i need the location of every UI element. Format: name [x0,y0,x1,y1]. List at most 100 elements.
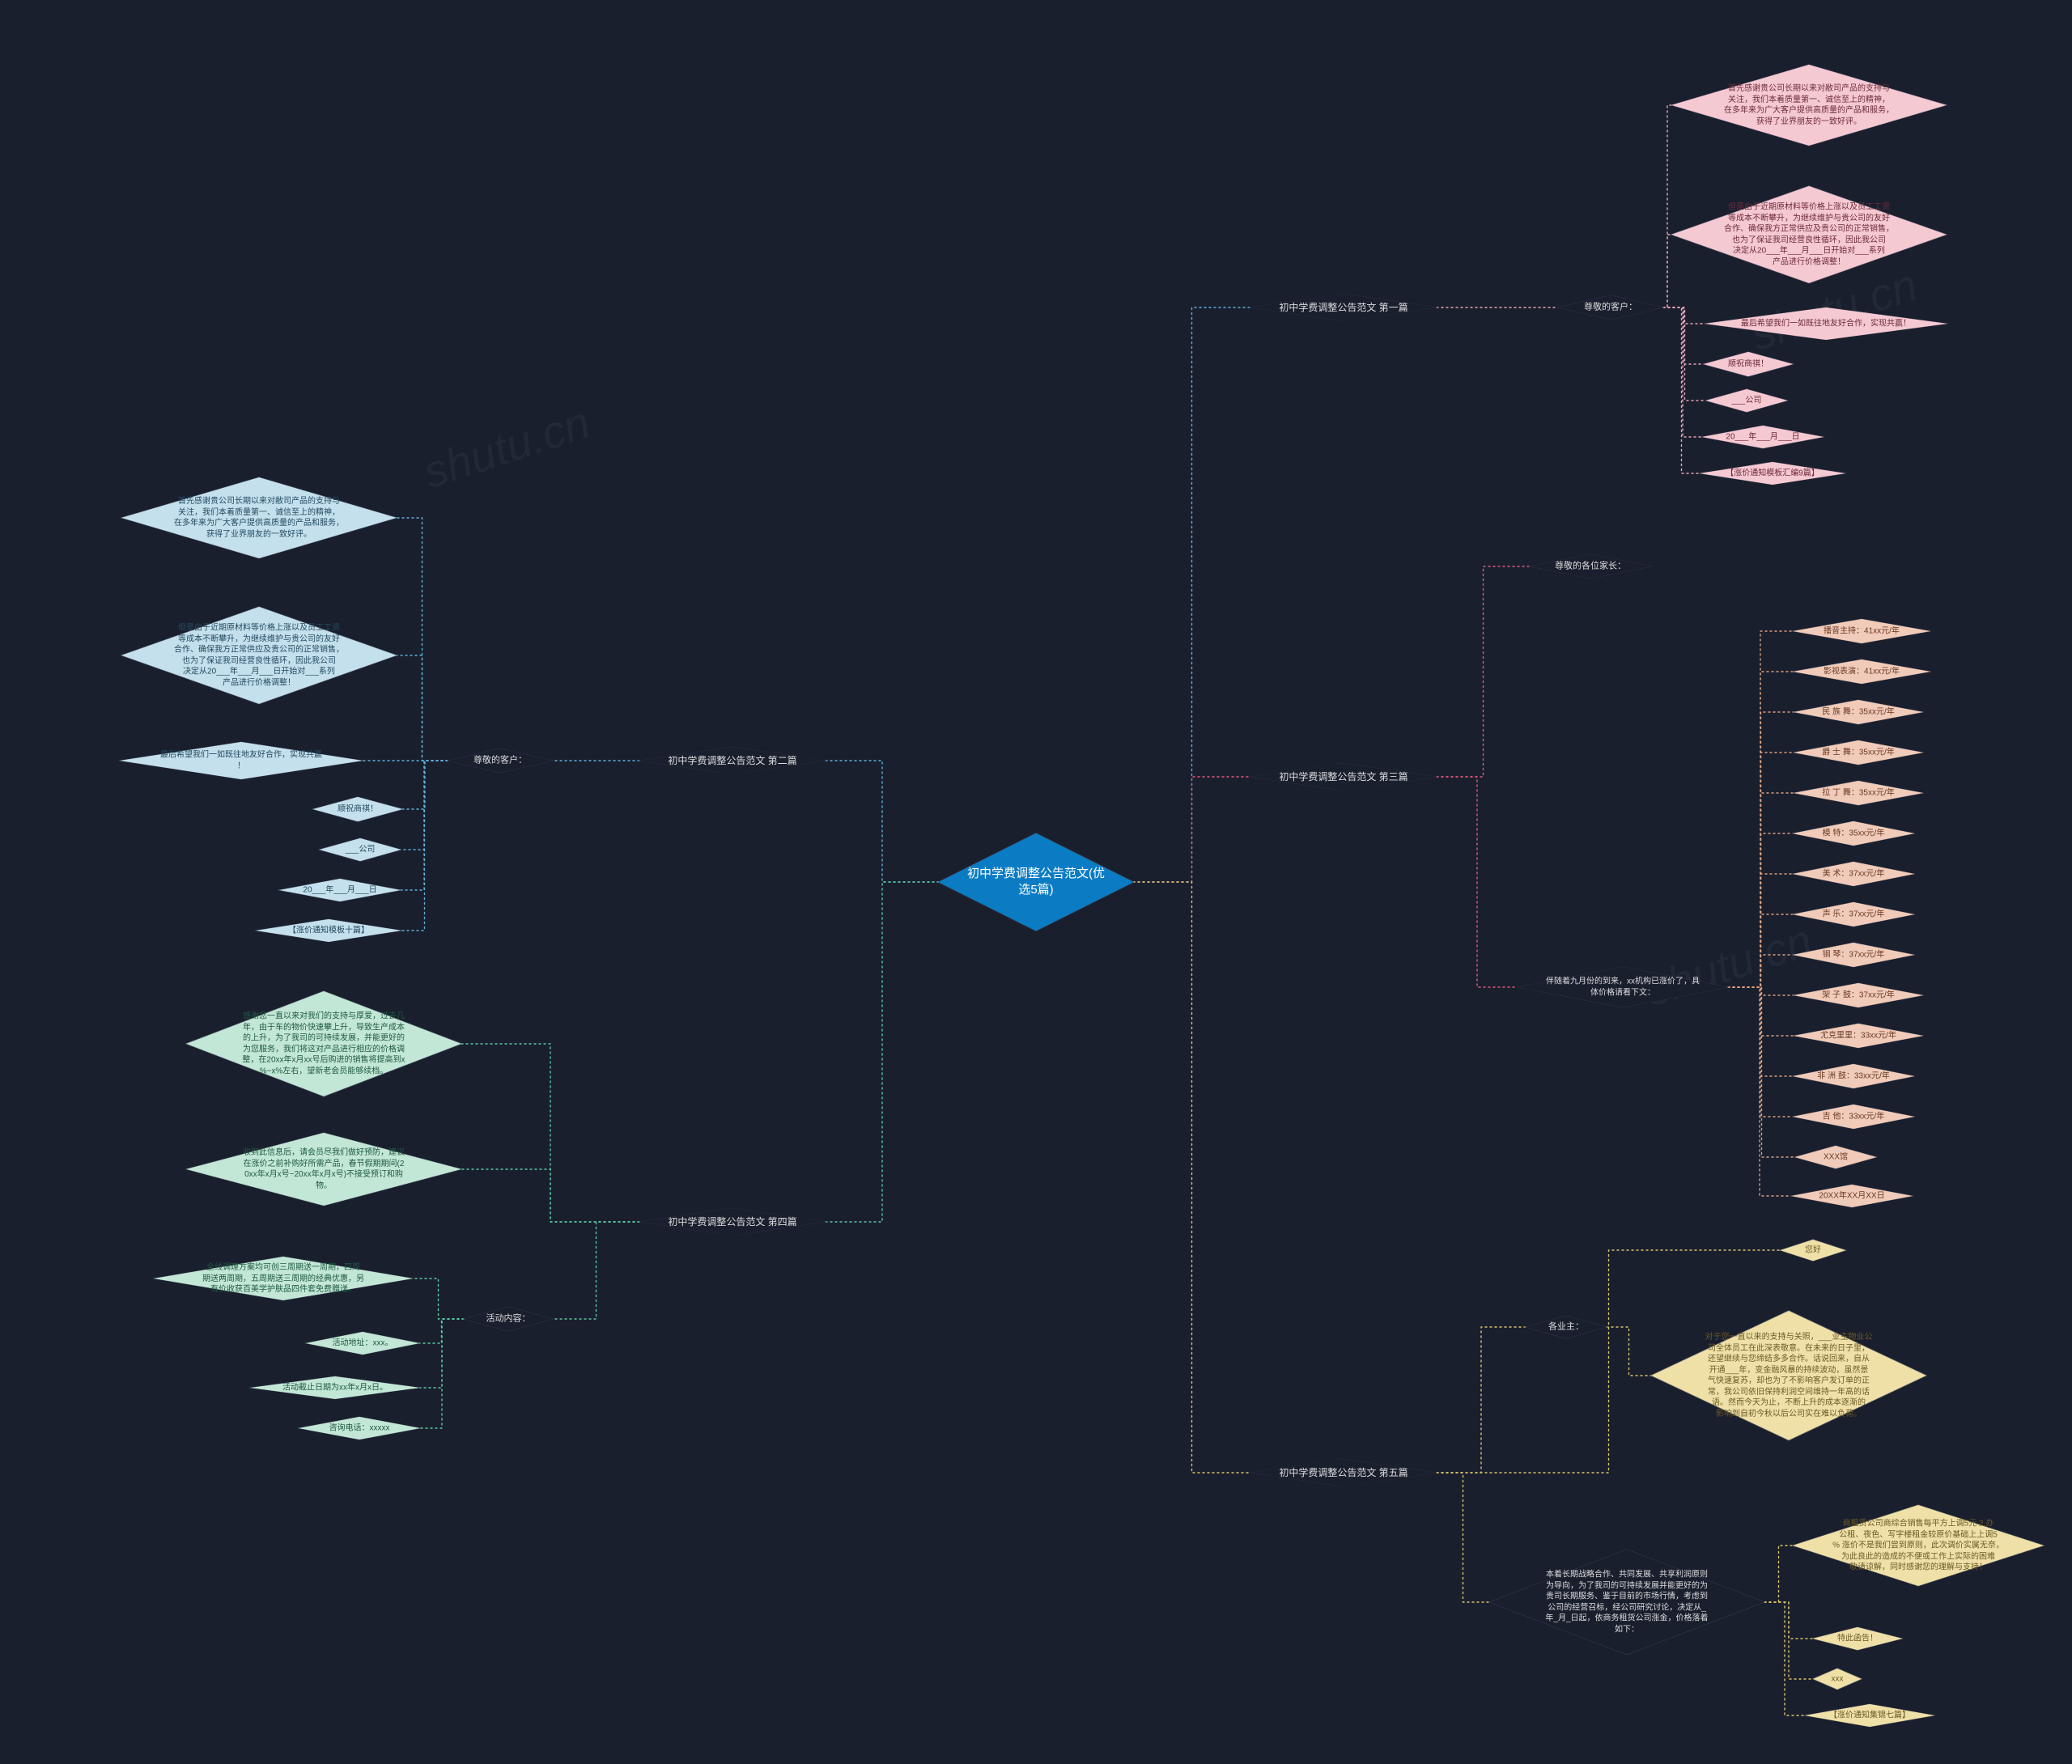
node-label: 您好 [1783,1245,1843,1256]
node-label: 吉 他：33xx元/年 [1798,1111,1909,1122]
node-label: 【涨价通知模板汇编9篇】 [1705,468,1840,479]
mindmap-node[interactable]: 活动内容： [464,1307,553,1331]
mindmap-node[interactable]: 声 乐：37xx元/年 [1793,902,1914,927]
node-label: 商租赁公司商综合销售每平方上调5元 2.办 公租、夜色、写字楼租金较原价基础上上… [1802,1518,2033,1573]
mindmap-node[interactable]: 美 术：37xx元/年 [1793,862,1914,886]
node-label: 活动内容： [467,1313,549,1325]
node-label: 初中学费调整公告范文 第三篇 [1258,770,1429,783]
mindmap-node[interactable]: 顺祝商祺！ [313,797,402,821]
node-label: 20___年___月___日 [284,884,396,896]
node-label: 咨询电话：xxxxx [304,1423,415,1434]
node-label: 初中学费调整公告范文 第一篇 [1258,301,1429,314]
mindmap-node[interactable]: 对于您一直以来的支持与关照，___业主物业公 司全体员工在此深表敬意。在未来的日… [1651,1311,1926,1440]
node-label: 特此函告！ [1816,1633,1898,1644]
mindmap-node[interactable]: 首先感谢贵公司长期以来对敝司产品的支持与 关注，我们本着质量第一、诚信至上的精神… [1671,65,1947,146]
node-label: 架 子 鼓：37xx元/年 [1798,990,1917,1001]
node-label: 首先感谢贵公司长期以来对敝司产品的支持与 关注，我们本着质量第一、诚信至上的精神… [133,496,386,540]
node-label: 最后希望我们一如既往地友好合作，实现共赢 ！ [130,750,353,772]
node-label: XXX馆 [1798,1151,1873,1163]
mindmap-node[interactable]: 20___年___月___日 [279,879,401,901]
mindmap-node[interactable]: 各业主： [1526,1316,1607,1338]
node-label: 对于您一直以来的支持与关照，___业主物业公 司全体员工在此深表敬意。在未来的日… [1662,1332,1916,1419]
mindmap-node[interactable]: 20___年___月___日 [1702,426,1824,448]
mindmap-node[interactable]: XXX馆 [1795,1146,1876,1168]
mindmap-node[interactable]: 初中学费调整公告范文(优 选5篇) [939,833,1133,931]
mindmap-node[interactable]: 感谢您一直以来对我们的支持与厚爱，过去几 年，由于车的物价快速攀上升，导致生产成… [186,991,461,1096]
mindmap-node[interactable]: 初中学费调整公告范文 第三篇 [1250,763,1437,791]
mindmap-node[interactable]: 民 族 舞：35xx元/年 [1794,700,1923,724]
node-label: 各业主： [1529,1321,1603,1334]
mindmap-node[interactable]: 20XX年XX月XX日 [1791,1185,1913,1207]
mindmap-node[interactable]: 钢 琴：37xx元/年 [1793,943,1914,967]
mindmap-node[interactable]: 初中学费调整公告范文 第二篇 [639,747,826,774]
mindmap-node[interactable]: 尊敬的各位家长： [1530,554,1651,579]
mindmap-node[interactable]: 【涨价通知模板十篇】 [256,919,401,942]
node-label: 收到此信息后，请会员尽我们做好预防，建议 在涨价之前补购好所需产品，春节假期期间… [197,1147,451,1191]
mindmap-node[interactable]: ___公司 [320,838,401,861]
node-label: 拉 丁 舞：35xx元/年 [1798,787,1917,799]
node-label: 本着长期战略合作、共同发展、共享利润原则 为导向，为了我司的可持续发展并能更好的… [1501,1570,1754,1635]
node-label: 爵 士 舞：35xx元/年 [1798,747,1917,758]
mindmap-node[interactable]: 最后希望我们一如既往地友好合作，实现共赢 ！ [120,742,363,779]
node-label: 模 特：35xx元/年 [1798,828,1909,839]
mindmap-node[interactable]: 尊敬的客户： [448,748,553,773]
mindmap-node[interactable]: 架 子 鼓：37xx元/年 [1794,983,1923,1007]
mindmap-node[interactable]: 播音主持：41xx元/年 [1793,619,1930,643]
mindmap-node[interactable]: 初中学费调整公告范文 第五篇 [1250,1459,1437,1486]
node-label: 伴随着九月份的到来，xx机构已涨价了，具 体价格请看下文： [1526,977,1719,999]
mindmap-node[interactable]: 爵 士 舞：35xx元/年 [1794,740,1923,765]
node-label: 活动截止日期为xx年x月x日。 [257,1382,413,1393]
mindmap-node[interactable]: 拉 丁 舞：35xx元/年 [1794,781,1923,805]
mindmap-node[interactable]: 全线调理方案均可创三周期送一周期，四周 期送两周期，五周期送三周期的经典优惠，另… [154,1257,413,1300]
mindmap-node[interactable]: 收到此信息后，请会员尽我们做好预防，建议 在涨价之前补购好所需产品，春节假期期间… [186,1133,461,1206]
node-label: 全线调理方案均可创三周期送一周期，四周 期送两周期，五周期送三周期的经典优惠，另… [164,1262,402,1295]
mindmap-node[interactable]: 但是由于近期原材料等价格上涨以及员工工资 等成本不断攀升，为继续维护与贵公司的友… [1671,186,1947,283]
mindmap-node[interactable]: 尤克里里：33xx元/年 [1794,1024,1923,1048]
mindmap-node[interactable]: 【涨价通知集锦七篇】 [1805,1704,1934,1727]
mindmap-node[interactable]: 您好 [1781,1240,1845,1261]
mindmap-node[interactable]: 咨询电话：xxxxx [299,1417,420,1440]
mindmap-node[interactable]: 伴随着九月份的到来，xx机构已涨价了，具 体价格请看下文： [1518,967,1728,1007]
node-label: 但是由于近期原材料等价格上涨以及员工工资 等成本不断攀升，为继续维护与贵公司的友… [1683,202,1936,268]
mindmap-node[interactable]: 商租赁公司商综合销售每平方上调5元 2.办 公租、夜色、写字楼租金较原价基础上上… [1793,1505,2044,1586]
mindmap-node[interactable]: 特此函告！ [1813,1627,1902,1650]
node-label: 顺祝商祺！ [316,804,398,815]
node-label: xxx [1815,1673,1859,1685]
node-label: 初中学费调整公告范文 第二篇 [647,754,818,767]
node-label: 20XX年XX月XX日 [1796,1190,1908,1202]
mindmap-node[interactable]: xxx [1813,1669,1862,1690]
mindmap-node[interactable]: 尊敬的客户： [1558,295,1663,320]
mindmap-node[interactable]: 【涨价通知模板汇编9篇】 [1700,462,1845,485]
mindmap-node[interactable]: 最后希望我们一如既往地友好合作，实现共赢！ [1705,307,1947,340]
node-label: ___公司 [323,844,397,855]
node-label: 声 乐：37xx元/年 [1798,909,1909,920]
mindmap-node[interactable]: ___公司 [1706,389,1787,412]
mindmap-node[interactable]: 活动地址：xxx。 [306,1332,419,1355]
node-label: 20___年___月___日 [1707,431,1819,443]
node-label: 尤克里里：33xx元/年 [1798,1030,1917,1041]
node-label: 顺祝商祺！ [1707,358,1789,370]
mindmap-node[interactable]: 非 洲 鼓：33xx元/年 [1793,1064,1914,1088]
node-label: ___公司 [1709,395,1784,406]
node-label: 【涨价通知集锦七篇】 [1810,1710,1929,1721]
node-label: 播音主持：41xx元/年 [1798,625,1925,637]
node-label: 首先感谢贵公司长期以来对敝司产品的支持与 关注，我们本着质量第一、诚信至上的精神… [1683,83,1936,127]
node-label: 美 术：37xx元/年 [1798,868,1909,880]
node-label: 尊敬的客户： [452,755,549,767]
mindmap-node[interactable]: 首先感谢贵公司长期以来对敝司产品的支持与 关注，我们本着质量第一、诚信至上的精神… [121,477,397,558]
mindmap-node[interactable]: 影视表演：41xx元/年 [1793,659,1930,684]
mindmap-node[interactable]: 模 特：35xx元/年 [1793,821,1914,846]
node-label: 但是由于近期原材料等价格上涨以及员工工资 等成本不断攀升，为继续维护与贵公司的友… [133,623,386,689]
mindmap-node[interactable]: 但是由于近期原材料等价格上涨以及员工工资 等成本不断攀升，为继续维护与贵公司的友… [121,607,397,704]
mindmap-node[interactable]: 活动截止日期为xx年x月x日。 [250,1376,420,1399]
mindmap-node[interactable]: 初中学费调整公告范文 第四篇 [639,1208,826,1236]
mindmap-node[interactable]: 本着长期战略合作、共同发展、共享利润原则 为导向，为了我司的可持续发展并能更好的… [1489,1550,1764,1655]
mindmap-node[interactable]: 初中学费调整公告范文 第一篇 [1250,294,1437,321]
node-label: 活动地址：xxx。 [311,1338,415,1349]
node-label: 初中学费调整公告范文 第五篇 [1258,1466,1429,1479]
mindmap-node[interactable]: 顺祝商祺！ [1704,352,1793,376]
node-label: 最后希望我们一如既往地友好合作，实现共赢！ [1714,318,1938,329]
node-label: 民 族 舞：35xx元/年 [1798,706,1917,718]
node-label: 钢 琴：37xx元/年 [1798,949,1909,960]
mindmap-node[interactable]: 吉 他：33xx元/年 [1793,1105,1914,1129]
